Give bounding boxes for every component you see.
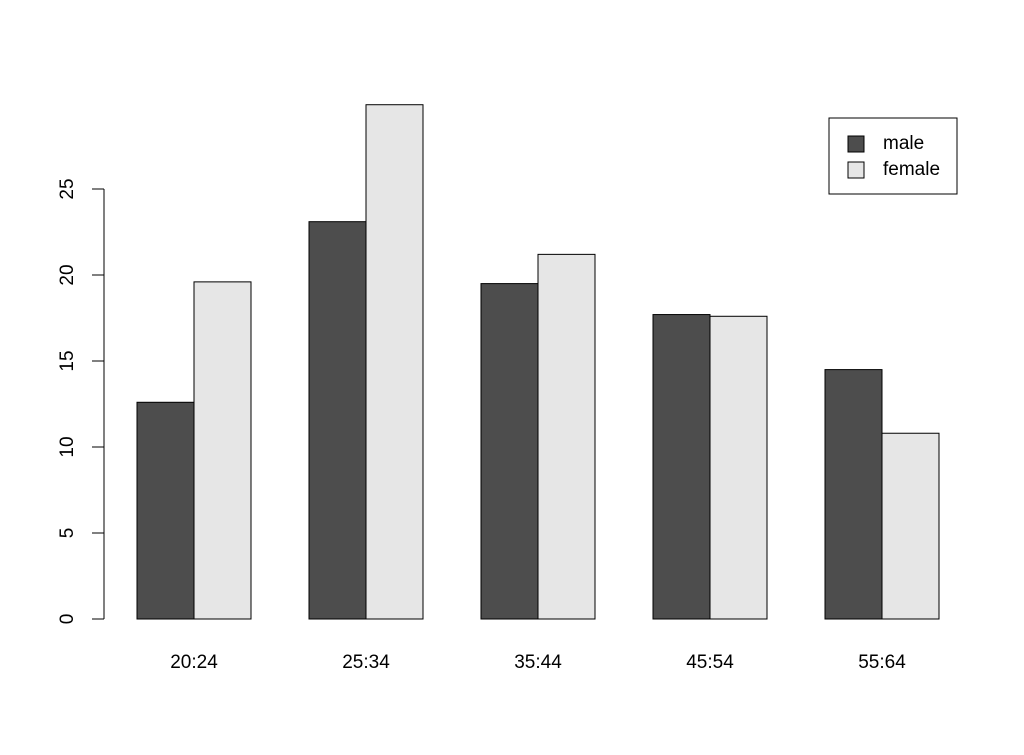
bar (824, 369, 883, 620)
y-tick-label: 25 (57, 178, 78, 199)
legend-label: male (883, 133, 924, 154)
legend-swatch (847, 161, 865, 179)
bar (136, 401, 195, 620)
bar (308, 221, 367, 620)
x-tick-label: 25:34 (342, 652, 390, 673)
bar (537, 253, 596, 620)
y-tick-label: 5 (57, 528, 78, 539)
bar (709, 315, 768, 620)
y-tick-label: 0 (57, 614, 78, 625)
legend-swatch (847, 135, 865, 153)
x-tick-label: 20:24 (170, 652, 218, 673)
x-tick-label: 55:64 (858, 652, 906, 673)
bar (480, 283, 539, 620)
legend-box (828, 117, 958, 195)
bar (193, 281, 252, 620)
x-tick-label: 35:44 (514, 652, 562, 673)
y-tick-label: 15 (57, 350, 78, 371)
legend-label: female (883, 159, 940, 180)
y-tick-label: 20 (57, 264, 78, 285)
y-tick-label: 10 (57, 436, 78, 457)
bar (365, 104, 424, 620)
bar (652, 314, 711, 620)
x-tick-label: 45:54 (686, 652, 734, 673)
bar (881, 432, 940, 620)
